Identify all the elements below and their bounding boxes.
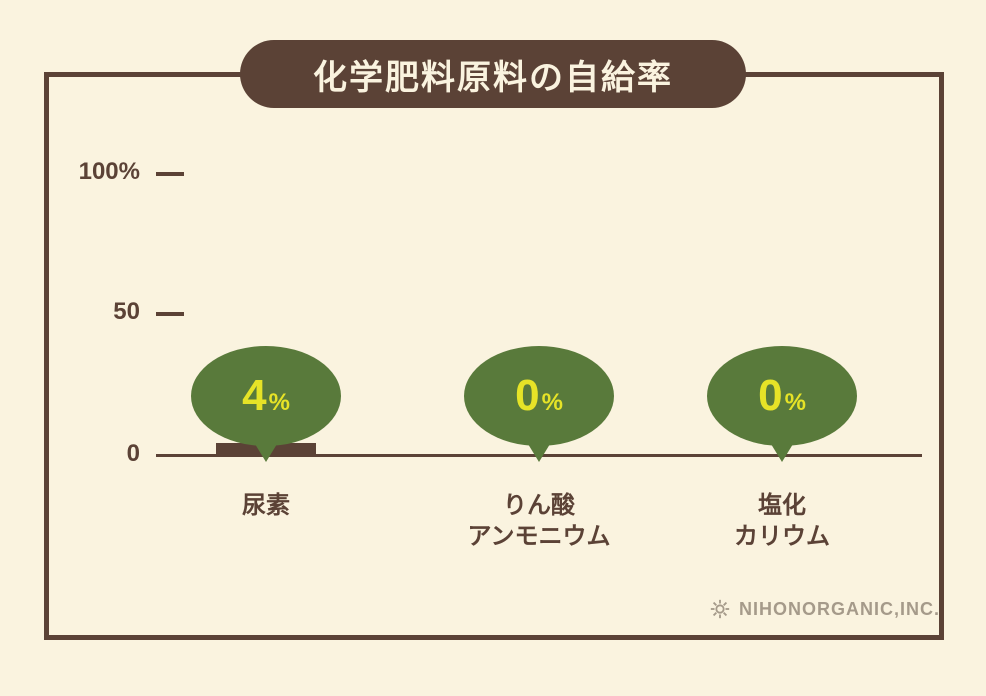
percent-sign: % (785, 391, 806, 415)
value-bubble-tail (255, 444, 277, 462)
value-bubble: 0% (707, 346, 857, 446)
category-label: りん酸 アンモニウム (419, 490, 659, 552)
percent-sign: % (542, 391, 563, 415)
percent-sign: % (269, 391, 290, 415)
y-axis-tick (156, 172, 184, 176)
value-bubble-tail (528, 444, 550, 462)
value-bubble: 4% (191, 346, 341, 446)
value-number: 4 (242, 374, 266, 418)
compass-icon (709, 598, 731, 620)
y-axis-label: 0 (127, 440, 140, 468)
value-bubble-text: 0% (758, 374, 806, 418)
value-bubble: 0% (464, 346, 614, 446)
brand-text: NIHONORGANIC,INC. (739, 599, 940, 620)
y-axis-label: 50 (113, 298, 140, 326)
y-axis-tick (156, 312, 184, 316)
chart-title: 化学肥料原料の自給率 (240, 40, 746, 108)
value-number: 0 (515, 374, 539, 418)
category-label: 尿素 (146, 490, 386, 521)
y-axis-label: 100% (79, 158, 140, 186)
value-bubble-body: 0% (464, 346, 614, 446)
category-label: 塩化 カリウム (662, 490, 902, 552)
value-bubble-text: 4% (242, 374, 290, 418)
value-bubble-body: 0% (707, 346, 857, 446)
value-number: 0 (758, 374, 782, 418)
value-bubble-body: 4% (191, 346, 341, 446)
brand-mark: NIHONORGANIC,INC. (709, 598, 940, 620)
value-bubble-tail (771, 444, 793, 462)
value-bubble-text: 0% (515, 374, 563, 418)
